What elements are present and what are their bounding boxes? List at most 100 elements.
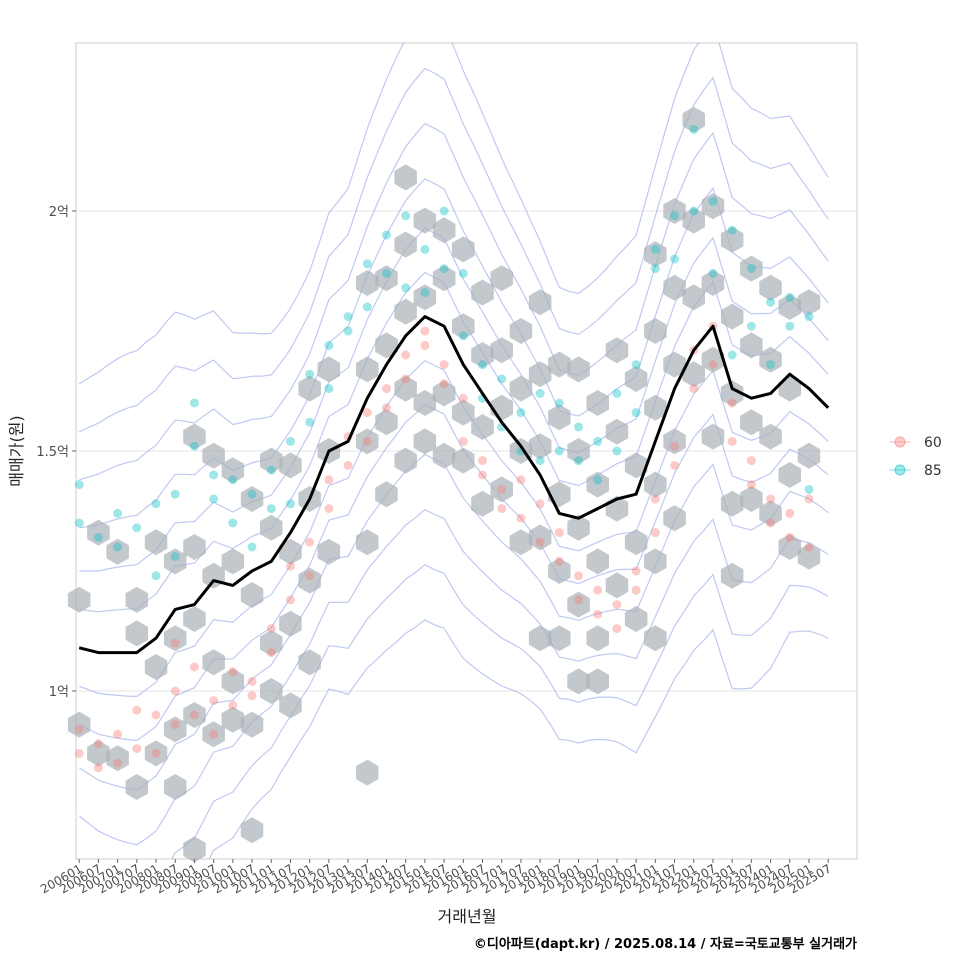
scatter-point-60 xyxy=(727,398,737,408)
scatter-point-85 xyxy=(382,268,391,278)
scatter-point-60 xyxy=(766,518,776,528)
hexbin xyxy=(567,438,590,464)
scatter-point-85 xyxy=(612,388,622,398)
hexbin xyxy=(164,774,187,800)
hexbin xyxy=(413,428,437,455)
hexbin xyxy=(490,265,513,292)
hexbin xyxy=(413,207,437,234)
hexbin xyxy=(528,524,552,551)
scatter-point-60 xyxy=(228,700,238,710)
hexbin xyxy=(394,447,417,474)
scatter-point-85 xyxy=(516,408,526,418)
scatter-point-60 xyxy=(785,532,795,542)
scatter-point-60 xyxy=(612,624,622,634)
hexbin xyxy=(298,649,321,676)
hexbin xyxy=(567,591,590,618)
hexbin xyxy=(279,610,302,637)
hexbin xyxy=(778,375,801,402)
hexbin xyxy=(720,562,744,589)
contour-line-0 xyxy=(208,619,829,859)
hexbin xyxy=(298,567,321,594)
scatter-point-85 xyxy=(286,499,295,509)
hexbin xyxy=(279,692,302,719)
scatter-point-60 xyxy=(74,724,84,734)
y-tick-label-2: 2억 xyxy=(49,205,69,220)
scatter-point-60 xyxy=(93,763,103,773)
hexbin xyxy=(586,625,609,652)
scatter-point-85 xyxy=(670,254,680,264)
scatter-point-85 xyxy=(727,350,737,360)
scatter-point-85 xyxy=(324,384,334,394)
hexbin xyxy=(394,231,417,258)
scatter-point-85 xyxy=(362,259,372,269)
hexbin xyxy=(202,649,225,676)
hexbin xyxy=(375,332,398,359)
scatter-point-85 xyxy=(535,388,545,398)
hexbin xyxy=(720,380,744,407)
hexbin xyxy=(605,572,629,599)
scatter-point-85 xyxy=(420,288,430,298)
scatter-point-60 xyxy=(766,494,776,504)
scatter-point-85 xyxy=(746,264,756,274)
hexbin xyxy=(644,241,667,268)
scatter-point-85 xyxy=(593,475,603,485)
contour-line-11 xyxy=(78,43,829,385)
hexbin xyxy=(240,582,264,608)
scatter-point-85 xyxy=(535,456,545,466)
scatter-point-60 xyxy=(554,528,564,538)
scatter-point-60 xyxy=(170,686,180,696)
scatter-point-60 xyxy=(113,729,123,739)
hexbin xyxy=(87,519,110,546)
scatter-point-85 xyxy=(554,446,564,456)
hexbin xyxy=(740,486,763,512)
y-axis-ticks: 1억 1.5억 2억 xyxy=(36,205,76,700)
hexbin xyxy=(586,548,609,575)
hexbin xyxy=(317,538,341,565)
scatter-point-60 xyxy=(420,340,430,350)
scatter-point-85 xyxy=(209,494,219,504)
scatter-point-85 xyxy=(804,484,814,494)
source-caption: ©디아파트(dapt.kr) / 2025.08.14 / 자료=국토교통부 실… xyxy=(473,937,857,952)
scatter-point-85 xyxy=(324,340,334,350)
scatter-point-60 xyxy=(209,729,219,739)
scatter-point-60 xyxy=(708,360,718,370)
hexbin xyxy=(87,740,110,767)
hexbin xyxy=(452,313,475,340)
scatter-point-60 xyxy=(324,475,334,485)
scatter-point-85 xyxy=(151,499,161,509)
hexbin xyxy=(682,361,705,388)
scatter-point-60 xyxy=(132,705,142,715)
scatter-point-85 xyxy=(247,489,257,499)
hexbin xyxy=(452,236,475,263)
scatter-point-60 xyxy=(151,710,161,720)
scatter-point-60 xyxy=(401,374,411,384)
hexbin xyxy=(644,625,667,652)
scatter-point-60 xyxy=(785,508,795,518)
hexbin xyxy=(797,289,821,316)
scatter-point-60 xyxy=(478,470,487,480)
scatter-point-60 xyxy=(247,676,257,686)
scatter-point-85 xyxy=(689,206,699,216)
scatter-point-60 xyxy=(189,710,199,720)
scatter-point-85 xyxy=(478,360,487,370)
scatter-point-85 xyxy=(382,230,391,240)
scatter-point-85 xyxy=(631,408,641,418)
scatter-point-60 xyxy=(593,585,603,595)
hexbin xyxy=(183,534,206,560)
scatter-point-85 xyxy=(727,225,737,235)
hexbin xyxy=(432,442,456,469)
scatter-point-60 xyxy=(574,571,583,581)
scatter-point-60 xyxy=(420,326,430,336)
hexbin xyxy=(663,505,686,532)
scatter-point-85 xyxy=(497,374,507,384)
scatter-point-60 xyxy=(804,494,814,504)
scatter-point-60 xyxy=(170,638,180,648)
scatter-point-60 xyxy=(535,537,545,547)
hexbin xyxy=(663,198,686,224)
scatter-point-85 xyxy=(785,292,795,302)
hexbin xyxy=(221,706,245,733)
hexbin xyxy=(260,447,283,474)
scatter-point-85 xyxy=(189,441,199,451)
scatter-point-60 xyxy=(478,456,487,466)
scatter-point-60 xyxy=(93,739,103,749)
